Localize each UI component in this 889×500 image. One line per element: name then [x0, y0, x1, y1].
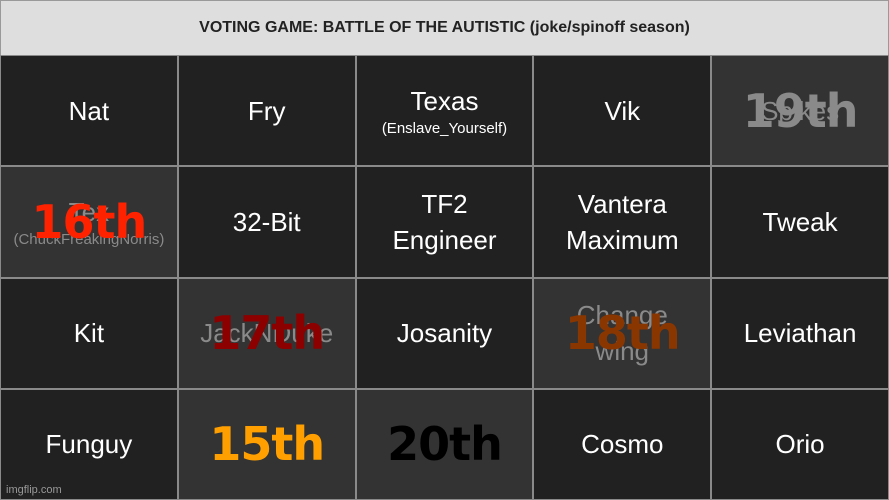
contestant-name: Leviathan [743, 318, 857, 349]
contestant-name: Vik [604, 95, 641, 126]
contestant-name: Spikes [761, 95, 840, 126]
placement: 19th [742, 83, 859, 138]
cell: 15th [177, 388, 356, 500]
cell: Kit [0, 277, 178, 389]
contestant-name: JackNDuke [200, 318, 334, 349]
contestant-name: Cosmo [581, 429, 664, 460]
cell: Texas (Enslave_Yourself) [355, 55, 534, 167]
placement: 18th [564, 306, 681, 361]
cell: TF2 Engineer [355, 166, 534, 278]
cell: Tex (ChuckFreakingNorris) 16th [0, 166, 178, 278]
cell: Cosmo [533, 388, 712, 500]
cell: Vantera Maximum [533, 166, 712, 278]
placement: 15th [209, 417, 325, 472]
watermark: imgflip.com [6, 484, 62, 496]
contestant-name: Vantera Maximum [565, 188, 679, 255]
cell: Vik [533, 55, 712, 167]
cell: Nat [0, 55, 178, 167]
cell: Josanity [355, 277, 534, 389]
contestant-name: Kit [73, 318, 105, 349]
cell: Change wing 18th [533, 277, 712, 389]
contestant-name: Tweak [762, 206, 838, 237]
contestant-name: Fry [247, 95, 286, 126]
cell: Leviathan [711, 277, 889, 389]
contestant-name: Josanity [396, 318, 493, 349]
cell: Orio [711, 388, 889, 500]
cell: Spikes 19th [711, 55, 889, 167]
contestant-name: 32-Bit [232, 206, 301, 237]
cell: Tweak [711, 166, 889, 278]
cell: 20th [355, 388, 534, 500]
contestant-alias: (ChuckFreakingNorris) [13, 230, 165, 248]
contestant-name: Funguy [45, 429, 133, 460]
contestant-name: Nat [68, 95, 110, 126]
contestant-name: Tex [68, 196, 110, 227]
cell: JackNDuke 17th [177, 277, 356, 389]
cell: 32-Bit [177, 166, 356, 278]
contestant-alias: (Enslave_Yourself) [381, 119, 508, 137]
contestant-name: Change wing [576, 300, 668, 367]
placement: 16th [31, 194, 148, 249]
contestant-name: Orio [775, 429, 825, 460]
contestant-name: TF2 Engineer [392, 188, 497, 255]
cell: Funguy [0, 388, 178, 500]
placement: 20th [387, 417, 503, 472]
contestant-name: Texas [410, 85, 479, 116]
placement: 17th [209, 306, 325, 361]
cell: Fry [177, 55, 356, 167]
title: VOTING GAME: BATTLE OF THE AUTISTIC (jok… [0, 0, 889, 56]
